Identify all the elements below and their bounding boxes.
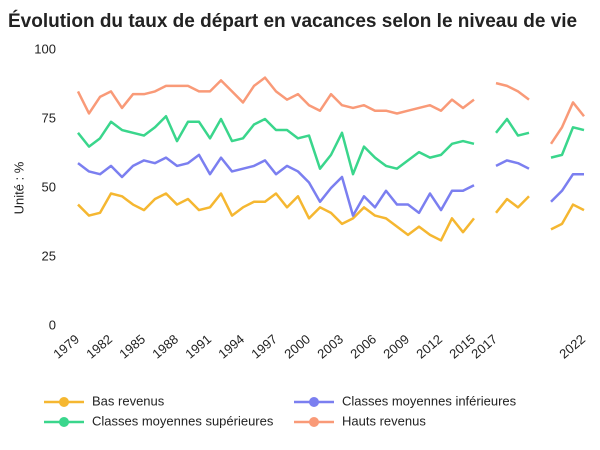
legend-label: Classes moyennes supérieures: [92, 413, 274, 428]
y-tick-label: 75: [42, 110, 56, 125]
series-line: [77, 114, 585, 176]
x-tick-label: 1988: [149, 331, 181, 361]
x-tick-label: 1979: [50, 331, 82, 361]
y-axis-label: Unité : %: [11, 161, 26, 214]
x-tick-label: 2017: [468, 331, 500, 361]
y-tick-label: 50: [42, 179, 56, 194]
chart-title: Évolution du taux de départ en vacances …: [8, 10, 577, 32]
y-tick-label: 100: [34, 41, 56, 56]
legend-label: Bas revenus: [92, 393, 165, 408]
legend-marker: [309, 397, 319, 407]
legend-label: Classes moyennes inférieures: [342, 393, 517, 408]
x-tick-label: 1982: [83, 331, 115, 361]
legend-label: Hauts revenus: [342, 413, 426, 428]
x-tick-label: 2006: [347, 331, 379, 361]
x-tick-label: 2009: [380, 331, 412, 361]
y-tick-label: 0: [49, 317, 56, 332]
x-tick-label: 2003: [314, 331, 346, 361]
series-line: [76, 76, 585, 145]
series-line: [77, 192, 585, 242]
y-tick-label: 25: [42, 248, 56, 263]
legend-marker: [59, 417, 69, 427]
x-tick-label: 1985: [116, 331, 148, 361]
x-tick-label: 2022: [556, 331, 588, 361]
x-tick-label: 2000: [281, 331, 313, 361]
x-tick-label: 1991: [182, 331, 214, 361]
legend-marker: [309, 417, 319, 427]
legend-marker: [59, 397, 69, 407]
x-tick-label: 1994: [215, 331, 247, 361]
x-tick-label: 1997: [248, 331, 280, 361]
x-tick-label: 2012: [413, 331, 445, 361]
series-line: [77, 153, 584, 217]
